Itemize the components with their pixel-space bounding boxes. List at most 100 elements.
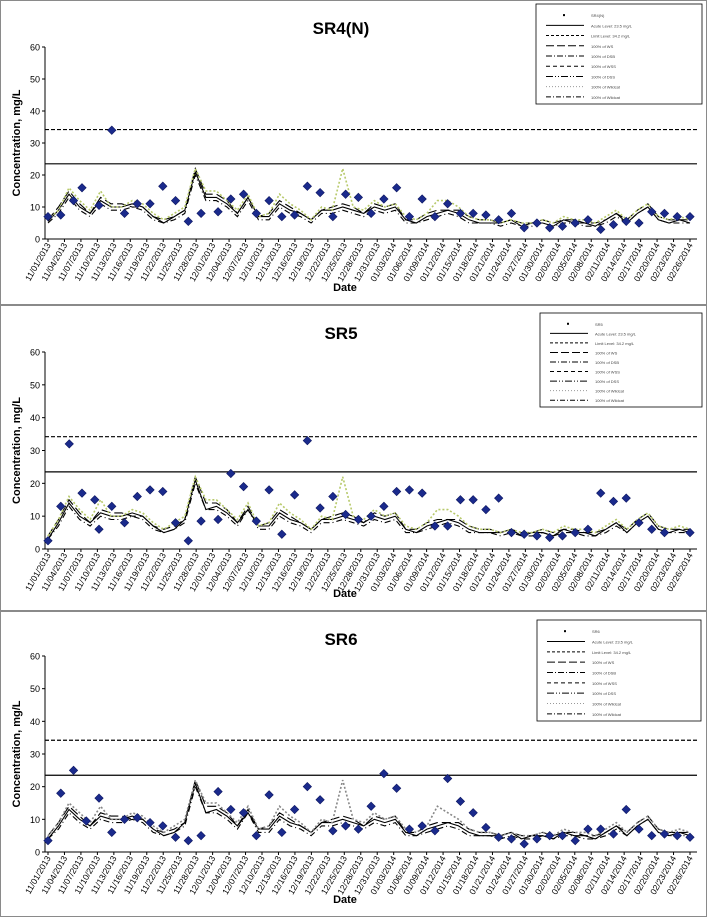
- chart-title: SR5: [324, 324, 357, 343]
- observed-point: [468, 495, 478, 505]
- y-axis-label: Concentration, mg/L: [11, 700, 23, 807]
- observed-point: [289, 490, 300, 500]
- observed-point: [443, 773, 453, 784]
- observed-point: [404, 485, 415, 495]
- observed-point: [532, 834, 542, 844]
- legend-label: Acute Level: 23.5 mg/L: [592, 640, 634, 645]
- observed-point: [277, 529, 287, 539]
- observed-point: [468, 208, 478, 219]
- legend-label: 100% of Wildcat: [592, 712, 622, 717]
- legend: SR6 Acute Level: 23.5 mg/L Limit Level: 34…: [536, 619, 702, 722]
- legend-marker: [567, 322, 569, 325]
- observed-point: [455, 796, 466, 806]
- legend-label: Acute Level: 23.5 mg/L: [595, 331, 637, 336]
- observed-point: [64, 439, 74, 449]
- legend-label: 100% of Wildcat: [591, 95, 621, 100]
- y-tick-label: 50: [30, 380, 40, 390]
- observed-point: [596, 824, 606, 834]
- y-tick-label: 60: [30, 43, 40, 53]
- observed-point: [545, 831, 555, 841]
- observed-point: [196, 831, 206, 841]
- observed-point: [183, 835, 193, 846]
- legend-label: Limit Level: 34.2 mg/L: [595, 341, 635, 346]
- y-tick-label: 20: [30, 479, 40, 489]
- observed-point: [158, 181, 168, 191]
- legend-label: Limit Level: 34.2 mg/L: [591, 34, 631, 39]
- legend-label: 100% of Wildcat: [595, 398, 625, 403]
- observed-point: [315, 795, 325, 805]
- observed-point: [226, 194, 236, 204]
- observed-point: [94, 524, 104, 534]
- observed-point: [621, 216, 631, 227]
- observed-point: [455, 495, 466, 505]
- chart-title: SR6: [324, 630, 357, 649]
- observed-point: [353, 824, 363, 834]
- observed-point: [94, 793, 104, 803]
- legend-label: 100% of Wildcat: [592, 702, 622, 707]
- legend-marker: [563, 14, 565, 17]
- observed-point: [145, 485, 155, 495]
- legend-box: [536, 619, 702, 722]
- observed-point: [68, 765, 79, 775]
- observed-point: [481, 822, 491, 833]
- observed-point: [77, 183, 87, 193]
- observed-point: [132, 199, 142, 209]
- y-tick-label: 10: [30, 203, 40, 213]
- observed-point: [392, 783, 402, 793]
- observed-point: [277, 827, 287, 838]
- observed-point: [264, 485, 274, 495]
- observed-point: [158, 821, 168, 831]
- legend-box: [539, 312, 703, 408]
- legend-label: 100% of WS: [595, 350, 618, 355]
- observed-point: [119, 208, 130, 219]
- observed-point: [56, 210, 66, 220]
- observed-point: [430, 826, 440, 836]
- observed-point: [289, 804, 300, 815]
- observed-point: [672, 831, 682, 841]
- observed-point: [145, 817, 155, 828]
- legend-label: 100% of DSB: [592, 671, 616, 676]
- observed-point: [277, 211, 287, 222]
- x-axis-label: Date: [333, 894, 357, 906]
- observed-point: [56, 788, 66, 798]
- observed-point: [583, 215, 593, 225]
- observed-point: [289, 210, 300, 220]
- observed-point: [81, 816, 91, 826]
- observed-point: [455, 208, 466, 219]
- observed-point: [634, 824, 644, 834]
- legend-label: 100% of DSS: [591, 74, 615, 79]
- observed-point: [302, 181, 312, 191]
- observed-point: [404, 824, 415, 834]
- observed-point: [132, 813, 142, 823]
- observed-point: [685, 832, 695, 842]
- legend-label: 100% of WSS: [592, 681, 617, 686]
- observed-point: [404, 211, 415, 222]
- observed-point: [647, 831, 657, 841]
- observed-point: [468, 808, 478, 818]
- observed-point: [43, 835, 53, 846]
- observed-point: [107, 501, 117, 511]
- observed-point: [366, 511, 376, 521]
- legend-label: 100% of WS: [591, 44, 614, 49]
- observed-point: [170, 518, 181, 528]
- observed-point: [570, 835, 580, 846]
- observed-point: [659, 829, 670, 839]
- observed-point: [685, 527, 695, 538]
- observed-point: [145, 199, 155, 209]
- observed-point: [647, 207, 657, 217]
- observed-point: [251, 208, 261, 219]
- observed-point: [302, 436, 312, 446]
- observed-point: [119, 518, 130, 528]
- observed-point: [328, 826, 338, 836]
- observed-point: [170, 195, 181, 206]
- observed-point: [264, 790, 274, 800]
- legend-label: Limit Level: 34.2 mg/L: [592, 650, 632, 655]
- observed-point: [340, 821, 351, 831]
- observed-point: [417, 194, 427, 204]
- observed-point: [43, 536, 53, 546]
- y-tick-label: 10: [30, 512, 40, 522]
- legend: SR5 Acute Level: 23.5 mg/L Limit Level: 34…: [539, 312, 703, 408]
- observed-point: [94, 200, 104, 211]
- legend-label: 100% of DSB: [591, 54, 615, 59]
